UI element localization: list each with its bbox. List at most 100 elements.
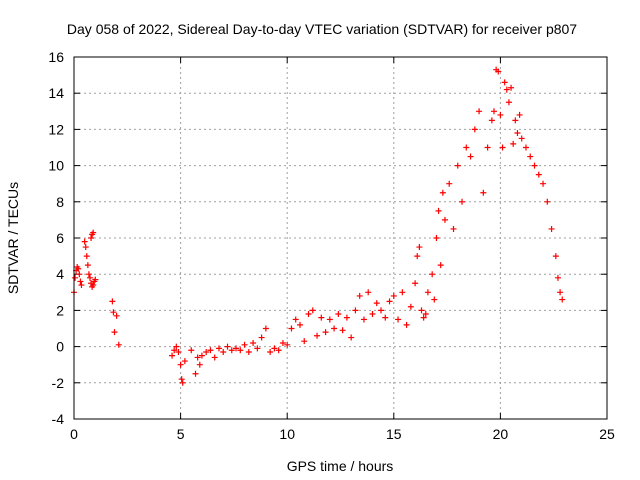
- y-tick-label: 2: [56, 302, 64, 318]
- data-point-peak: [488, 117, 495, 124]
- x-axis-label: GPS time / hours: [287, 458, 394, 474]
- data-point-peak: [552, 253, 559, 260]
- data-point-daytime: [177, 361, 184, 368]
- data-point-peak: [514, 130, 521, 137]
- x-tick-label: 5: [177, 426, 185, 442]
- data-point-daytime: [233, 345, 240, 352]
- x-tick-label: 25: [599, 426, 615, 442]
- data-point-daytime: [271, 345, 278, 352]
- data-point-peak: [433, 235, 440, 241]
- data-point-peak: [510, 140, 517, 147]
- data-point-daytime: [335, 311, 342, 318]
- data-point-peak: [471, 126, 478, 133]
- data-point-peak: [418, 307, 425, 314]
- data-point-daytime: [331, 325, 338, 332]
- data-point-daytime: [169, 352, 176, 359]
- plot-frame: [73, 56, 608, 420]
- data-point-daytime: [314, 332, 321, 339]
- x-tick-label: 20: [493, 426, 509, 442]
- data-point-early: [75, 265, 82, 272]
- data-point-daytime: [178, 376, 185, 383]
- y-tick-label: 12: [48, 121, 64, 137]
- data-point-early: [90, 282, 97, 289]
- data-point-peak: [476, 108, 483, 115]
- data-point-peak: [540, 180, 547, 187]
- data-point-daytime: [365, 289, 372, 296]
- data-point-daytime: [237, 347, 244, 354]
- x-tick-label: 10: [279, 426, 295, 442]
- y-tick-label: 10: [48, 158, 64, 174]
- data-points-layer: [71, 66, 566, 386]
- data-point-daytime: [339, 327, 346, 334]
- data-point-daytime: [207, 347, 214, 354]
- data-point-daytime: [382, 314, 389, 321]
- data-point-peak: [480, 189, 487, 196]
- data-point-peak: [435, 207, 442, 214]
- data-point-daytime: [211, 354, 218, 361]
- chart-title: Day 058 of 2022, Sidereal Day-to-day VTE…: [67, 21, 577, 37]
- data-point-early: [113, 312, 120, 319]
- data-point-daytime: [296, 321, 303, 328]
- data-point-peak: [535, 171, 542, 178]
- data-point-daytime: [171, 347, 178, 354]
- data-point-daytime: [228, 347, 235, 354]
- data-point-peak: [497, 111, 504, 118]
- data-point-early: [82, 244, 89, 251]
- data-point-daytime: [309, 307, 316, 314]
- data-point-peak: [463, 144, 470, 151]
- data-point-peak: [459, 198, 466, 205]
- data-point-early: [111, 329, 118, 336]
- data-point-early: [84, 262, 91, 269]
- data-point-daytime: [258, 334, 265, 341]
- data-point-peak: [446, 180, 453, 187]
- data-point-early: [86, 274, 93, 281]
- data-point-daytime: [386, 298, 393, 305]
- data-point-early: [77, 278, 84, 285]
- data-point-peak: [422, 311, 429, 318]
- data-point-daytime: [192, 370, 199, 377]
- data-point-daytime: [292, 316, 299, 323]
- data-point-peak: [439, 189, 446, 196]
- grid-layer: [74, 57, 607, 419]
- data-point-peak: [544, 198, 551, 205]
- data-point-peak: [501, 79, 508, 86]
- data-point-peak: [508, 84, 515, 91]
- data-point-daytime: [203, 349, 210, 356]
- data-point-peak: [518, 135, 525, 142]
- data-point-daytime: [390, 292, 397, 299]
- data-point-daytime: [215, 345, 222, 352]
- y-tick-label: 8: [56, 194, 64, 210]
- data-point-peak: [414, 253, 421, 260]
- y-axis-label: SDTVAR / TECUs: [5, 182, 21, 294]
- data-point-peak: [505, 99, 512, 106]
- data-point-early: [72, 274, 79, 281]
- data-point-daytime: [399, 289, 406, 296]
- y-tick-label: 14: [48, 85, 64, 101]
- data-point-peak: [522, 144, 529, 151]
- data-point-daytime: [241, 341, 248, 348]
- data-point-early: [90, 229, 97, 236]
- data-point-daytime: [194, 354, 201, 361]
- data-point-daytime: [288, 325, 295, 332]
- data-point-daytime: [369, 311, 376, 318]
- data-point-peak: [450, 225, 457, 232]
- data-point-peak: [420, 314, 427, 321]
- data-point-daytime: [179, 379, 186, 386]
- data-point-daytime: [196, 361, 203, 368]
- data-point-peak: [503, 86, 510, 93]
- data-point-peak: [554, 274, 561, 281]
- y-tick-label: 0: [56, 339, 64, 355]
- data-point-daytime: [250, 339, 257, 346]
- data-point-daytime: [395, 316, 402, 323]
- data-point-daytime: [407, 303, 414, 310]
- data-point-peak: [495, 68, 502, 75]
- data-point-daytime: [318, 314, 325, 321]
- data-point-daytime: [267, 349, 274, 356]
- data-point-daytime: [181, 358, 188, 365]
- x-tick-label: 15: [386, 426, 402, 442]
- data-point-daytime: [220, 349, 227, 356]
- data-point-daytime: [284, 341, 291, 348]
- data-point-peak: [431, 296, 438, 303]
- data-point-peak: [516, 111, 523, 118]
- data-point-daytime: [173, 343, 180, 350]
